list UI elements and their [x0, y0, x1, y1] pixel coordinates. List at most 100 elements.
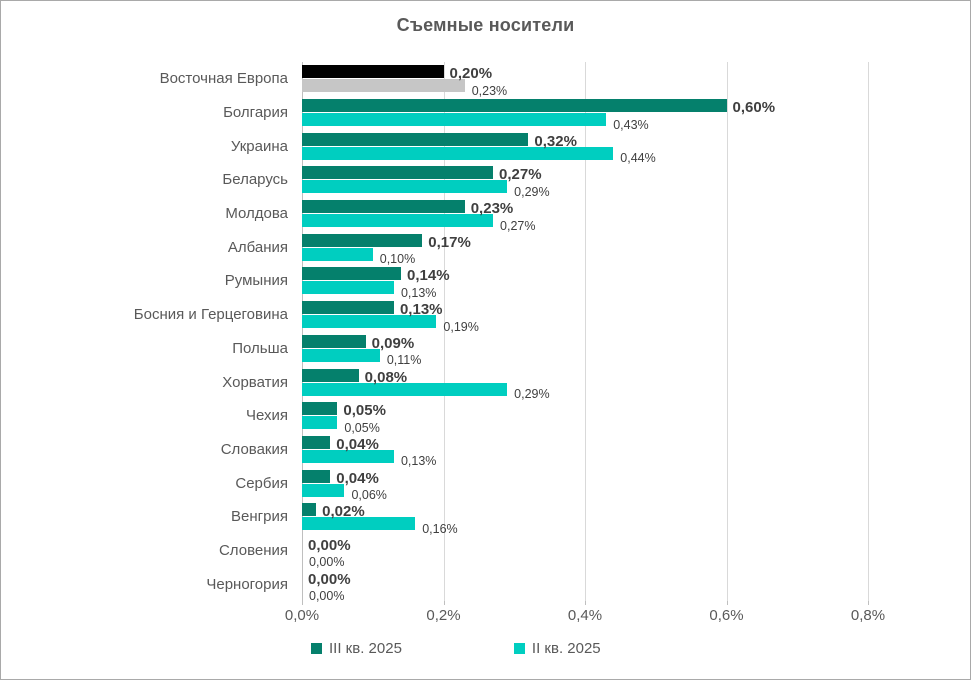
legend-label: II кв. 2025 [531, 640, 601, 657]
x-axis: 0,0% 0,2% 0,4% 0,6% 0,8% [285, 607, 885, 627]
bar-group: 0,09% 0,11% [302, 334, 868, 367]
bar-line: 0,00% [302, 571, 868, 588]
bar-value-label: 0,08% [364, 368, 408, 386]
bar-value-label: 0,23% [470, 200, 514, 218]
bar-line: 0,08% [302, 368, 868, 386]
bar-value-label: 0,04% [336, 435, 379, 453]
bar-series-1 [302, 166, 494, 180]
bar-group: 0,17% 0,10% [302, 233, 868, 266]
bar-line: 0,06% [302, 483, 868, 502]
chart-row: Чехия 0,05% 0,05% [1, 399, 868, 435]
bar-series-2 [302, 483, 345, 497]
bar-line: 0,23% [302, 200, 868, 217]
chart-row: Албания 0,17% 0,10% [1, 230, 868, 266]
bar-line: 0,44% [302, 146, 868, 165]
bar-group: 0,05% 0,05% [302, 402, 868, 435]
category-label: Хорватия [222, 373, 288, 391]
category-label: Чехия [245, 407, 288, 425]
bar-series-1 [302, 402, 338, 416]
chart-row: Словения 0,00% 0,00% [1, 534, 868, 570]
legend-label: III кв. 2025 [329, 640, 402, 657]
bar-series-1 [302, 99, 727, 113]
axis-tick-mark [443, 601, 445, 605]
bar-value-label: 0,29% [514, 387, 550, 402]
bar-line: 0,04% [302, 435, 868, 453]
bar-line: 0,27% [302, 166, 868, 183]
axis-tick-mark [585, 601, 586, 605]
bar-value-label: 0,14% [407, 267, 450, 285]
bar-series-2 [302, 180, 508, 194]
axis-tick-mark [302, 601, 303, 605]
bar-group: 0,32% 0,44% [302, 132, 868, 165]
bar-line: 0,00% [302, 537, 868, 554]
legend: III кв. 2025 II кв. 2025 [311, 640, 601, 657]
bar-line: 0,04% [302, 469, 868, 487]
bar-value-label: 0,16% [422, 521, 458, 536]
chart-row: Беларусь 0,27% 0,29% [1, 163, 868, 199]
chart-row: Словакия 0,04% 0,13% [1, 433, 868, 468]
bar-series-1 [302, 334, 366, 348]
bar-line: 0,43% [302, 113, 868, 132]
bar-line: 0,13% [302, 281, 868, 300]
gridline [868, 62, 869, 601]
chart-row: Румыния 0,14% 0,13% [1, 264, 868, 300]
bar-value-label: 0,27% [500, 218, 536, 233]
bar-line: 0,20% [302, 65, 868, 82]
bar-line: 0,32% [302, 132, 868, 150]
bar-series-2 [302, 382, 508, 396]
bar-group: 0,20% 0,23% [302, 65, 868, 98]
y-axis-line [302, 62, 303, 601]
bar-line: 0,10% [302, 247, 868, 266]
bar-series-2 [302, 146, 614, 160]
x-tick-label: 0,4% [567, 607, 603, 624]
bar-value-label: 0,10% [379, 252, 416, 267]
category-label: Молдова [225, 205, 288, 223]
bar-line: 0,16% [302, 517, 868, 536]
bar-series-1 [302, 132, 529, 146]
bar-line: 0,23% [302, 79, 868, 98]
legend-item-series-1: III кв. 2025 [311, 640, 402, 657]
bar-group: 0,13% 0,19% [302, 301, 868, 334]
gridline [726, 62, 728, 601]
bar-line: 0,13% [302, 301, 868, 318]
legend-marker-icon [311, 643, 322, 654]
chart-row: Восточная Европа 0,20% 0,23% [1, 62, 868, 98]
bar-value-label: 0,19% [443, 319, 479, 334]
bar-value-label: 0,32% [534, 132, 577, 150]
chart-row: Венгрия 0,02% 0,16% [1, 500, 868, 536]
x-tick-label: 0,0% [284, 607, 320, 624]
bar-line: 0,05% [302, 402, 868, 419]
bar-line: 0,11% [302, 348, 868, 367]
bar-line: 0,29% [302, 382, 868, 401]
bar-value-label: 0,00% [309, 589, 345, 604]
bar-value-label: 0,43% [613, 117, 649, 132]
bar-group: 0,04% 0,13% [302, 435, 868, 468]
chart-row: Хорватия 0,08% 0,29% [1, 365, 868, 401]
bar-group: 0,02% 0,16% [302, 503, 868, 536]
bar-series-2 [302, 281, 394, 295]
bar-value-label: 0,06% [351, 488, 387, 503]
chart-title: Съемные носители [396, 15, 575, 35]
bar-value-label: 0,09% [371, 334, 415, 352]
gridline [585, 62, 586, 601]
chart-rows: Восточная Европа 0,20% 0,23% Болгария 0,60% 0… [1, 62, 868, 603]
bar-series-1 [302, 200, 465, 214]
category-label: Черногория [206, 575, 288, 593]
bar-series-1 [302, 65, 444, 79]
bar-series-1 [302, 267, 402, 281]
bar-series-1 [302, 469, 331, 483]
plot-area [302, 62, 869, 605]
legend-marker-icon [513, 643, 525, 654]
category-label: Сербия [235, 474, 288, 492]
bar-group: 0,23% 0,27% [302, 200, 868, 233]
chart-row: Польша 0,09% 0,11% [1, 332, 868, 367]
axis-tick-mark [868, 601, 869, 605]
bar-value-label: 0,00% [308, 536, 351, 554]
bar-series-2 [302, 348, 380, 362]
chart-row: Молдова 0,23% 0,27% [1, 197, 868, 233]
category-label: Словения [218, 541, 288, 559]
bar-value-label: 0,60% [732, 99, 776, 117]
bar-line: 0,00% [302, 585, 868, 603]
bar-series-2 [302, 517, 416, 531]
